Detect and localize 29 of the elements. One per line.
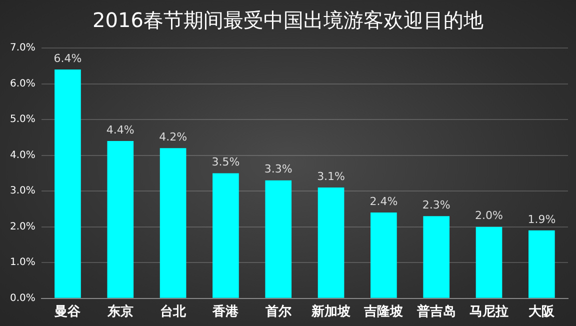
y-tick-label: 0.0% [10,292,36,304]
x-tick-label: 大阪 [528,304,556,320]
x-tick-label: 普吉岛 [416,304,456,320]
data-label: 6.4% [54,52,82,65]
data-label: 3.3% [264,162,292,176]
y-tick-label: 5.0% [10,114,36,126]
data-label: 2.0% [475,209,503,222]
data-label: 2.4% [370,194,398,208]
y-tick-label: 6.0% [10,78,36,90]
y-tick-label: 1.0% [10,257,36,268]
y-tick-label: 7.0% [10,42,36,54]
data-label: 3.5% [212,156,240,169]
data-label: 3.1% [317,170,346,183]
y-tick-label: 3.0% [10,186,36,197]
x-tick-label: 香港 [212,304,240,320]
data-label: 1.9% [528,212,556,226]
y-tick-label: 4.0% [10,150,36,161]
x-tick-label: 首尔 [264,304,292,320]
x-tick-label: 东京 [106,304,134,320]
x-tick-label: 台北 [160,304,188,320]
chart-title: 2016春节期间最受中国出境游客欢迎目的地 [92,7,484,34]
x-tick-label: 马尼拉 [470,304,509,320]
data-label: 4.2% [159,130,188,144]
data-label: 2.3% [422,198,450,212]
x-tick-label: 曼谷 [54,304,82,320]
data-label: 4.4% [106,123,134,136]
y-tick-label: 2.0% [10,221,36,232]
x-tick-label: 吉隆坡 [363,304,404,320]
x-tick-label: 新加坡 [310,304,352,320]
